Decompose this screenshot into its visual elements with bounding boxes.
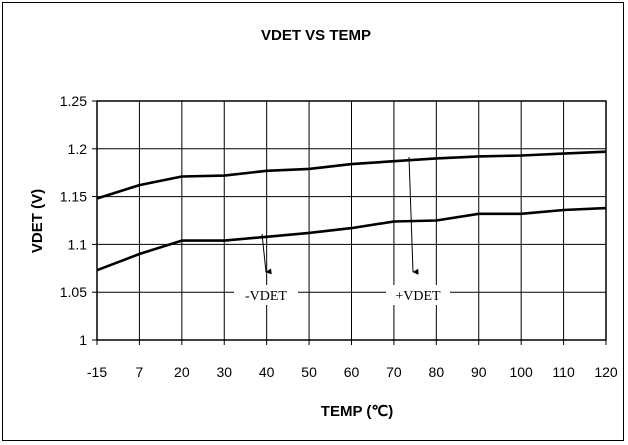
- x-tick-label: 7: [136, 364, 144, 380]
- x-tick-label: 40: [259, 364, 275, 380]
- x-tick-label: 110: [552, 364, 575, 380]
- annotations: +VDET -VDET: [234, 156, 450, 305]
- y-tick-label: 1.15: [60, 189, 87, 205]
- x-axis-label: TEMP (℃): [321, 403, 393, 420]
- x-tick-label: 20: [174, 364, 190, 380]
- y-tick-label: 1: [79, 332, 87, 348]
- annotation-arrow: [261, 233, 272, 275]
- x-tick-label: 120: [594, 364, 618, 380]
- x-tick-label: 100: [509, 364, 533, 380]
- x-tick-label: 50: [301, 364, 317, 380]
- chart-title: VDET VS TEMP: [261, 27, 371, 44]
- y-tick-label: 1.25: [60, 93, 87, 109]
- series-lines: [96, 150, 607, 272]
- y-tick-label: 1.1: [68, 236, 88, 252]
- annotation-label: +VDET: [395, 289, 441, 304]
- annotation-label: -VDET: [245, 289, 287, 304]
- series-line-plus-vdet: [96, 150, 607, 200]
- y-tick-labels: 1 1.05 1.1 1.15 1.2 1.25: [60, 93, 87, 348]
- x-tick-label: -15: [87, 364, 107, 380]
- grid: [92, 100, 607, 345]
- y-tick-label: 1.2: [68, 141, 88, 157]
- x-tick-label: 30: [216, 364, 232, 380]
- chart-frame: [2, 2, 624, 441]
- series-line-minus-vdet: [96, 206, 607, 272]
- annotation-arrow: [408, 156, 419, 275]
- x-tick-label: 70: [386, 364, 402, 380]
- x-tick-label: 90: [471, 364, 487, 380]
- y-axis-label: VDET (V): [29, 189, 46, 253]
- x-tick-labels: -15 7 20 30 40 50 60 70 80 90 100 110 120: [87, 364, 618, 380]
- annotation-label-bg: [234, 285, 298, 305]
- annotation-label-bg: [386, 285, 450, 305]
- x-tick-label: 60: [344, 364, 360, 380]
- y-tick-label: 1.05: [60, 284, 87, 300]
- x-tick-label: 80: [429, 364, 445, 380]
